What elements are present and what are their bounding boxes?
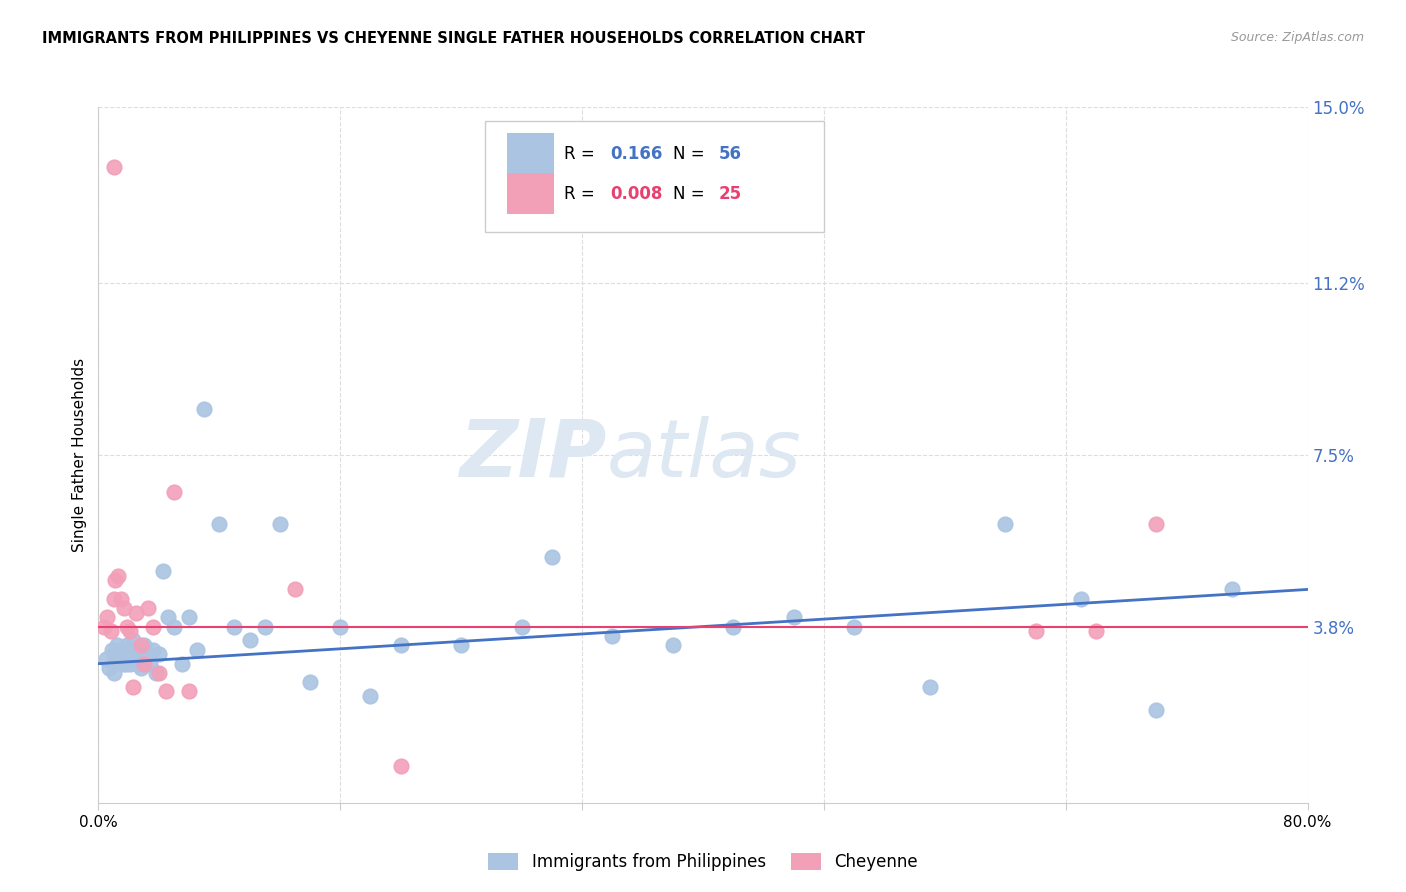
Point <box>1070 591 1092 606</box>
Point <box>100 624 122 639</box>
Point <box>145 665 167 680</box>
Point <box>148 665 170 680</box>
Text: 25: 25 <box>718 185 742 203</box>
Point <box>299 675 322 690</box>
Point <box>918 680 941 694</box>
Y-axis label: Single Father Households: Single Father Households <box>72 358 87 552</box>
Point <box>208 517 231 532</box>
Point <box>602 629 624 643</box>
Point <box>124 642 146 657</box>
Text: atlas: atlas <box>606 416 801 494</box>
Point <box>239 633 262 648</box>
Point <box>1085 624 1108 639</box>
Point <box>148 648 170 662</box>
Point <box>107 652 129 666</box>
Point <box>360 689 382 703</box>
Point <box>389 638 412 652</box>
Point <box>994 517 1017 532</box>
Point <box>110 642 132 657</box>
Point <box>120 657 142 671</box>
Point <box>103 648 125 662</box>
Point <box>782 610 804 624</box>
FancyBboxPatch shape <box>508 134 554 175</box>
FancyBboxPatch shape <box>485 121 824 232</box>
Text: R =: R = <box>564 185 600 203</box>
Point <box>132 657 155 671</box>
Text: N =: N = <box>672 145 710 163</box>
Text: 0.166: 0.166 <box>610 145 662 163</box>
Point <box>118 648 141 662</box>
Point <box>135 648 157 662</box>
Point <box>389 758 412 772</box>
Text: IMMIGRANTS FROM PHILIPPINES VS CHEYENNE SINGLE FATHER HOUSEHOLDS CORRELATION CHA: IMMIGRANTS FROM PHILIPPINES VS CHEYENNE … <box>42 31 865 46</box>
Point <box>193 401 215 416</box>
Point <box>1024 624 1046 639</box>
Point <box>110 591 132 606</box>
Point <box>103 161 125 175</box>
Point <box>103 665 125 680</box>
Point <box>136 601 159 615</box>
Point <box>122 633 145 648</box>
Point <box>269 517 291 532</box>
Point <box>1144 703 1167 717</box>
Point <box>96 610 118 624</box>
Point <box>114 657 136 671</box>
Point <box>1220 582 1243 597</box>
Point <box>125 652 148 666</box>
Point <box>142 619 165 633</box>
Text: N =: N = <box>672 185 710 203</box>
Point <box>121 652 143 666</box>
Point <box>101 642 124 657</box>
Point <box>661 638 683 652</box>
Point <box>329 619 352 633</box>
Point <box>540 549 562 564</box>
Point <box>155 684 177 698</box>
Point <box>122 680 145 694</box>
Point <box>139 657 162 671</box>
Point <box>170 657 193 671</box>
Point <box>450 638 472 652</box>
Point <box>120 624 142 639</box>
Point <box>127 657 149 671</box>
Point <box>103 591 125 606</box>
Text: Source: ZipAtlas.com: Source: ZipAtlas.com <box>1230 31 1364 45</box>
Legend: Immigrants from Philippines, Cheyenne: Immigrants from Philippines, Cheyenne <box>482 847 924 878</box>
Point <box>112 648 135 662</box>
Text: 0.008: 0.008 <box>610 185 662 203</box>
Point <box>112 601 135 615</box>
Point <box>94 652 117 666</box>
Point <box>156 610 179 624</box>
Point <box>107 568 129 582</box>
Point <box>111 657 134 671</box>
Text: ZIP: ZIP <box>458 416 606 494</box>
Point <box>115 638 138 652</box>
Point <box>115 619 138 633</box>
Point <box>129 661 152 675</box>
Point <box>93 619 115 633</box>
Point <box>125 606 148 620</box>
Point <box>177 684 201 698</box>
Text: R =: R = <box>564 145 600 163</box>
Point <box>152 564 174 578</box>
Point <box>224 619 246 633</box>
Point <box>844 619 866 633</box>
Point <box>132 638 155 652</box>
Point <box>98 661 121 675</box>
Point <box>104 573 127 587</box>
Point <box>129 638 152 652</box>
Point <box>142 642 165 657</box>
Text: 56: 56 <box>718 145 742 163</box>
Point <box>721 619 744 633</box>
Point <box>177 610 201 624</box>
Point <box>105 638 128 652</box>
Point <box>163 485 186 500</box>
Point <box>128 648 150 662</box>
Point <box>284 582 307 597</box>
Point <box>163 619 186 633</box>
FancyBboxPatch shape <box>508 173 554 214</box>
Point <box>510 619 533 633</box>
Point <box>253 619 276 633</box>
Point <box>186 642 208 657</box>
Point <box>1144 517 1167 532</box>
